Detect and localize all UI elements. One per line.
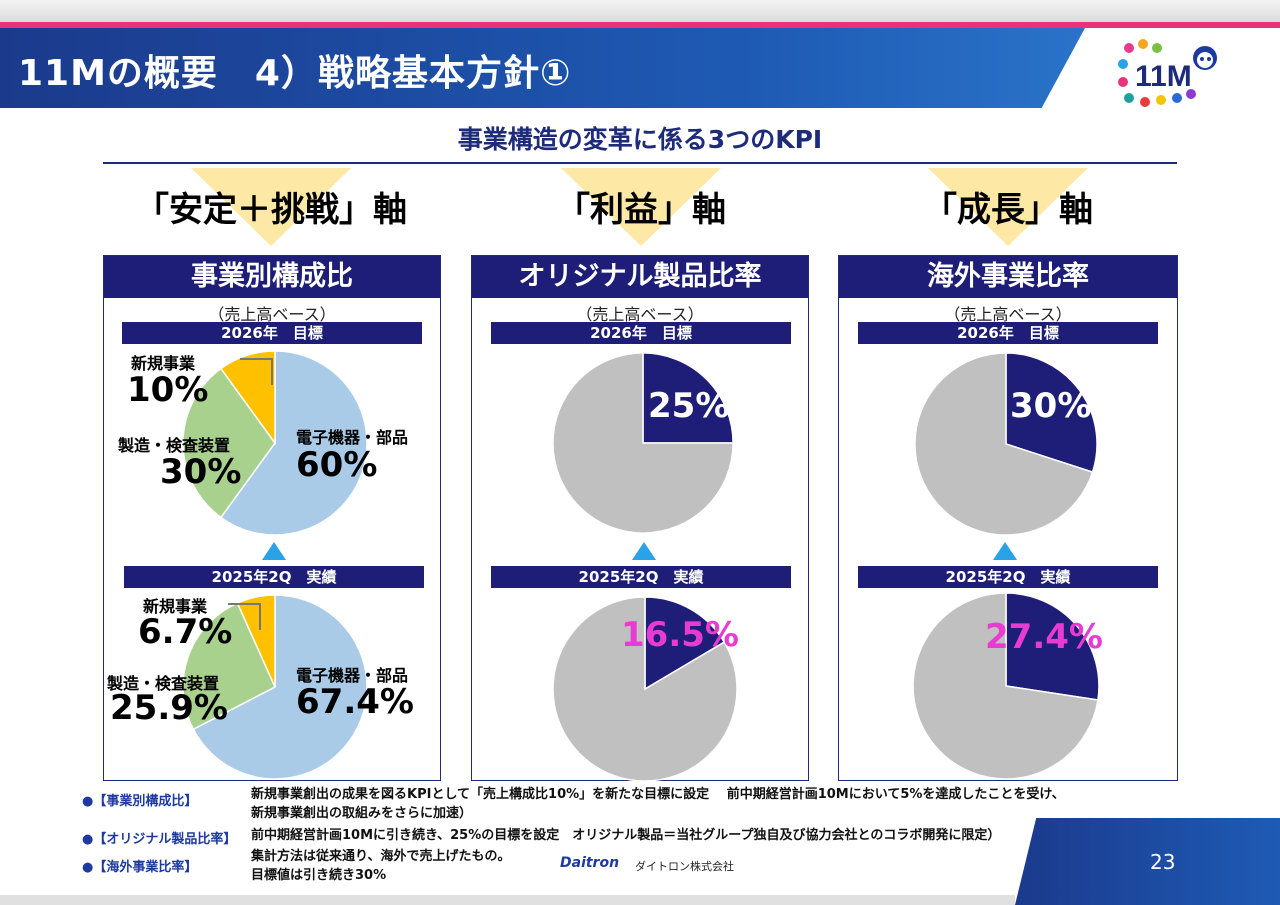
note-bullet-composition: ●【事業別構成比】 <box>82 794 198 809</box>
page-title: 11Mの概要 4）戦略基本方針① <box>18 53 572 94</box>
page-number: 23 <box>1150 850 1176 874</box>
pie-composition-actual <box>182 594 368 780</box>
panel-title: オリジナル製品比率 <box>472 256 808 298</box>
company-name: ダイトロン株式会社 <box>635 860 734 873</box>
value-overseas-target: 30% <box>1010 386 1092 426</box>
leader-line <box>240 358 273 385</box>
top-band <box>0 0 1280 22</box>
title-bar <box>0 28 1085 108</box>
company-logo: 11M <box>1118 39 1217 107</box>
value-overseas-actual: 27.4% <box>985 617 1103 657</box>
pie-original-actual <box>552 596 738 782</box>
actual-bar: 2025年2Q 実績 <box>491 566 791 588</box>
note-text: 集計方法は従来通り、海外で売上げたもの。 <box>251 849 511 864</box>
segment-label-mfg: 製造・検査装置 <box>107 674 220 693</box>
company-logo-text: Daitron <box>560 855 620 871</box>
note-text: 目標値は引き続き30% <box>251 868 387 883</box>
target-bar: 2026年 目標 <box>491 322 791 344</box>
subtitle-divider <box>103 162 1177 164</box>
pie-slice-other <box>552 352 734 534</box>
segment-value-mfg: 25.9% <box>110 688 228 728</box>
pie-slice-other <box>914 352 1094 536</box>
note-text: 新規事業創出の取組みをさらに加速） <box>251 806 473 821</box>
pie-slice-海外事業 <box>1005 352 1098 474</box>
segment-label-elec: 電子機器・部品 <box>296 666 409 685</box>
pie-slice-電子機器・部品 <box>219 350 368 536</box>
logo-text: 11M <box>1135 60 1192 93</box>
pie-slice-電子機器・部品 <box>192 594 368 780</box>
axis-arrow-2 <box>561 168 721 246</box>
basis-note: （売上高ベース） <box>208 305 336 324</box>
footer-band <box>0 895 1015 905</box>
segment-value-new: 10% <box>127 370 209 410</box>
note-text: 前中期経営計画10Mに引き続き、25%の目標を設定 オリジナル製品＝当社グループ… <box>251 828 1001 843</box>
actual-bar: 2025年2Q 実績 <box>124 566 424 588</box>
pie-slice-海外事業 <box>1005 592 1100 701</box>
pie-slice-other <box>912 592 1099 780</box>
pie-overseas-actual <box>912 592 1100 780</box>
value-original-target: 25% <box>648 386 730 426</box>
subtitle: 事業構造の変革に係る3つのKPI <box>457 125 823 154</box>
leader-line <box>228 603 261 630</box>
pie-composition-target <box>182 350 368 536</box>
pie-slice-製造・検査装置 <box>182 367 276 519</box>
axis-arrow-1 <box>191 168 351 246</box>
pie-slice-オリジナル製品 <box>644 596 726 691</box>
segment-label-new: 新規事業 <box>131 354 196 373</box>
basis-note: （売上高ベース） <box>944 305 1072 324</box>
up-arrow <box>993 542 1017 560</box>
note-text: 新規事業創出の成果を図るKPIとして「売上構成比10%」を新たな目標に設定 前中… <box>251 787 1065 802</box>
accent-line <box>0 22 1280 28</box>
up-arrow <box>632 542 656 560</box>
segment-value-mfg: 30% <box>160 452 242 492</box>
note-bullet-original: ●【オリジナル製品比率】 <box>82 832 237 847</box>
pie-slice-新規事業 <box>219 350 276 446</box>
segment-label-elec: 電子機器・部品 <box>296 428 409 447</box>
basis-note: （売上高ベース） <box>576 305 704 324</box>
axis-label-growth: 「成長」軸 <box>923 190 1093 230</box>
target-bar: 2026年 目標 <box>122 322 422 344</box>
pie-slice-製造・検査装置 <box>182 602 276 731</box>
segment-value-new: 6.7% <box>138 612 233 652</box>
target-bar: 2026年 目標 <box>858 322 1158 344</box>
actual-bar: 2025年2Q 実績 <box>858 566 1158 588</box>
pie-slice-オリジナル製品 <box>642 352 734 444</box>
footer-accent <box>1015 818 1280 905</box>
value-original-actual: 16.5% <box>621 615 739 655</box>
pie-slice-other <box>552 596 738 782</box>
axis-label-stability: 「安定＋挑戦」軸 <box>135 190 407 230</box>
note-bullet-overseas: ●【海外事業比率】 <box>82 860 198 875</box>
panel-title: 海外事業比率 <box>839 256 1177 298</box>
segment-label-mfg: 製造・検査装置 <box>118 436 231 455</box>
up-arrow <box>262 542 286 560</box>
panel-title: 事業別構成比 <box>104 256 440 298</box>
axis-label-profit: 「利益」軸 <box>556 190 726 230</box>
segment-value-elec: 67.4% <box>296 682 414 722</box>
axis-arrow-3 <box>928 168 1088 246</box>
pie-original-target <box>552 352 734 534</box>
pie-overseas-target <box>914 352 1098 536</box>
segment-label-new: 新規事業 <box>143 597 208 616</box>
segment-value-elec: 60% <box>296 445 378 485</box>
